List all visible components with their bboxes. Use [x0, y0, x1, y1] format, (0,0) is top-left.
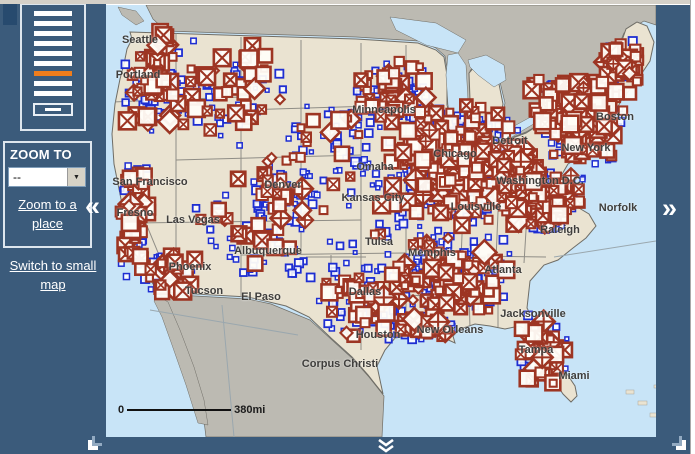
window-top-edge [0, 0, 690, 4]
map-viewport[interactable]: Seattle Portland San Francisco Fresno Las Ve… [106, 4, 660, 438]
corner-bracket-icon [88, 440, 98, 450]
baja-peninsula [153, 295, 209, 426]
zoom-level-3[interactable] [34, 31, 72, 36]
zoom-level-1[interactable] [34, 11, 72, 16]
pan-left-arrow[interactable]: « [85, 191, 101, 221]
graticule-line [221, 304, 235, 438]
zoom-level-slider [20, 3, 86, 131]
scale-line [127, 409, 232, 411]
scale-distance-label: 380mi [234, 404, 266, 416]
bottom-pan-panel [0, 436, 690, 454]
left-control-panel: ZOOM TO -- ▼ Zoom to a place Switch to s… [0, 0, 106, 454]
scale-zero-label: 0 [118, 404, 125, 416]
pan-down-chevron[interactable] [376, 439, 396, 453]
corner-bracket-icon [676, 440, 686, 450]
dropdown-value: -- [13, 170, 21, 184]
dropdown-arrow-icon[interactable]: ▼ [67, 168, 85, 186]
zoom-out-button[interactable] [33, 103, 73, 116]
corner-shadow-icon [672, 436, 682, 446]
island [625, 389, 635, 395]
graticule-line [553, 240, 657, 258]
zoom-to-place-link[interactable]: Zoom to a place [18, 197, 77, 231]
minus-icon [45, 108, 61, 111]
zoom-level-9[interactable] [34, 91, 72, 96]
pan-right-arrow[interactable]: » [662, 193, 678, 223]
zoom-to-dropdown[interactable]: -- ▼ [8, 167, 86, 187]
station-markers-red [114, 22, 645, 392]
zoom-level-bars [22, 11, 84, 96]
zoom-level-8[interactable] [34, 81, 72, 86]
us-map-canvas [106, 4, 660, 438]
zoom-level-4[interactable] [34, 41, 72, 46]
window-right-edge [690, 0, 695, 454]
zoom-level-7[interactable] [34, 71, 72, 76]
right-pan-panel: » [656, 5, 690, 437]
vancouver-island [117, 6, 145, 26]
expand-corner-right-button[interactable] [672, 436, 686, 452]
zoom-to-panel: ZOOM TO -- ▼ Zoom to a place [3, 141, 92, 248]
expand-corner-left-button[interactable] [88, 436, 102, 452]
zoom-level-5[interactable] [34, 51, 72, 56]
great-lake [467, 54, 507, 88]
corner-shadow-icon [92, 436, 102, 446]
map-scale-bar: 0 380mi [118, 404, 265, 416]
window-accent-square [3, 4, 17, 25]
island [637, 400, 648, 406]
zoom-to-label: ZOOM TO [10, 147, 72, 162]
switch-small-map-link[interactable]: Switch to small map [9, 258, 97, 292]
zoom-level-6[interactable] [34, 61, 72, 66]
zoom-level-2[interactable] [34, 21, 72, 26]
